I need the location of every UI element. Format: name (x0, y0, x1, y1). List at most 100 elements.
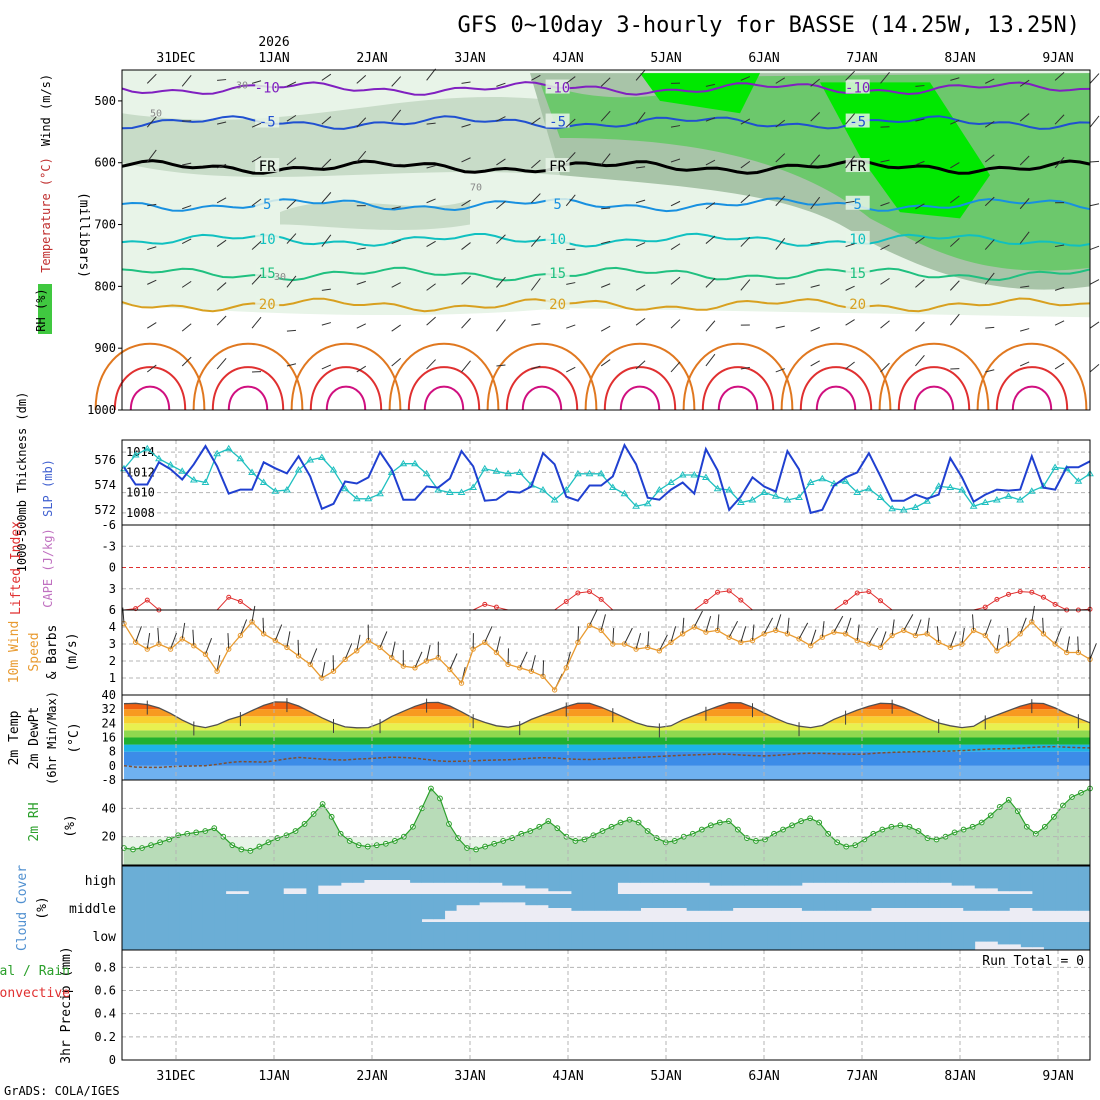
wind-barb (566, 324, 576, 329)
wind-barb (670, 125, 681, 128)
wind-barb (775, 614, 782, 631)
temp-contour (121, 266, 1091, 282)
wind-point (668, 639, 674, 645)
cloud-cell (1009, 866, 1022, 892)
wind-barb (705, 202, 716, 210)
wind-barb (1020, 285, 1030, 288)
wind-barb (868, 627, 879, 645)
wind-barb (693, 610, 703, 628)
li-tick-label: 6 (109, 603, 116, 617)
slp-tick-label: 1008 (126, 506, 155, 520)
wind-barb (985, 369, 995, 373)
wind-barb (600, 325, 611, 332)
cloud-cell (271, 922, 284, 950)
cloud-cell (490, 894, 503, 903)
cloud-cell (467, 866, 480, 883)
temp-tick-label: -8 (102, 773, 116, 787)
wind-barb (1019, 79, 1030, 87)
wind-barb (740, 366, 750, 370)
wind-barb (1077, 636, 1079, 653)
wind-point (563, 665, 569, 671)
cloud-cell (640, 894, 653, 908)
wind-barb (1089, 73, 1100, 84)
wind-barb (321, 116, 332, 125)
wind-barb (972, 614, 975, 631)
cloud-cell (283, 894, 296, 922)
wind-barb (717, 614, 720, 631)
temp-contour (121, 115, 1091, 130)
cloud-cell (225, 866, 238, 892)
cloud-cell (1055, 866, 1068, 894)
warm-contour (780, 342, 892, 411)
wind-barb (426, 165, 436, 169)
thickness-point (341, 484, 350, 492)
cloud-cell (467, 922, 480, 950)
cloud-cell (905, 894, 918, 908)
cloud-cell (410, 922, 423, 950)
thickness-point (643, 499, 652, 507)
li-point (237, 599, 243, 604)
wind-barb (670, 243, 681, 250)
wind-barb (192, 629, 195, 646)
cloud-cell (364, 866, 376, 880)
contour-label-bg (845, 231, 870, 245)
wind-barb (1054, 362, 1065, 370)
li-axis-label: Lifted Index (9, 521, 24, 615)
cloud-cell (329, 894, 342, 922)
wind-barb (1089, 115, 1100, 128)
wind-barb (635, 112, 646, 125)
cloud-cell (871, 866, 883, 883)
li-point (226, 594, 232, 600)
cloud-cell (894, 922, 907, 950)
wind-barb (391, 641, 396, 658)
wind-tick-label: 2 (109, 654, 116, 668)
rh-legend-swatch (38, 284, 52, 334)
wind-barb (216, 282, 227, 291)
cloud-cell (582, 922, 595, 950)
wind-barb (216, 239, 227, 247)
temp-contour-label: FR (549, 159, 566, 175)
cloud-cell (732, 866, 745, 886)
lifted-index-line (123, 590, 1091, 611)
wind-point (901, 627, 907, 634)
cloud-cell (675, 894, 688, 908)
wind-barb (181, 356, 192, 367)
cloud-axis-label: Cloud Cover (15, 865, 30, 951)
wind-barb (775, 238, 786, 250)
wind-barb (344, 643, 353, 660)
wind-barb (286, 363, 297, 367)
rh2m-panel: 20 40 2m RH (%) (27, 779, 1093, 866)
wind-point (796, 636, 802, 642)
cloud-cell (168, 894, 181, 922)
wind-barb (740, 626, 747, 643)
cloud-cell (848, 922, 860, 950)
cloud-cell (1043, 922, 1056, 950)
temp-band (124, 709, 1090, 717)
warm-contour (211, 366, 285, 411)
cloud-cell (1009, 894, 1022, 908)
cloud-cell (525, 922, 538, 950)
wind-barb (810, 284, 820, 288)
wind-barb (705, 117, 716, 122)
cloud-cell (502, 894, 515, 903)
cloud-cell (940, 866, 953, 883)
cloud-cell (387, 866, 399, 880)
wind-barb (1007, 627, 1010, 645)
contour-label-bg (545, 113, 570, 128)
li-tick-label: -6 (102, 518, 116, 532)
wind-barb (728, 620, 738, 638)
cloud-cell (997, 866, 1010, 892)
wind-barb (856, 624, 860, 641)
cloud-cell (905, 866, 918, 883)
cloud-cell (974, 922, 987, 942)
bottom-tick-label: 8JAN (944, 1069, 975, 1084)
cloud-cell (433, 922, 446, 950)
thickness-point (1051, 463, 1059, 470)
warm-contour (878, 342, 990, 411)
wind-barb (845, 319, 855, 326)
wind-barb (880, 72, 890, 84)
cloud-cell (606, 894, 618, 911)
wind-barb (845, 361, 855, 370)
panel-frame (121, 609, 1091, 696)
